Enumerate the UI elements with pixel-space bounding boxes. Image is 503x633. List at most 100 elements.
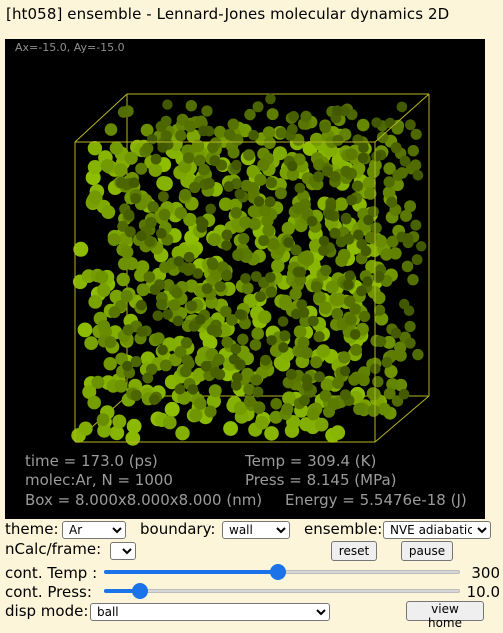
particle <box>331 308 344 320</box>
temp-slider[interactable] <box>104 564 460 580</box>
particle <box>345 314 357 326</box>
particle <box>371 117 382 128</box>
press-control-label: cont. Press: <box>5 583 92 601</box>
particle <box>135 260 150 274</box>
particle <box>367 404 380 417</box>
particle <box>196 222 208 233</box>
particle <box>381 356 393 368</box>
particle <box>384 364 398 379</box>
ensemble-select[interactable]: NVE adiabatic <box>383 521 491 539</box>
particle <box>260 354 272 366</box>
temp-slider-thumb[interactable] <box>270 564 287 580</box>
particle <box>386 196 398 208</box>
particle <box>157 344 168 356</box>
particle <box>349 329 361 340</box>
particle <box>376 131 389 144</box>
particle <box>208 384 222 398</box>
particle <box>300 110 312 123</box>
particle <box>399 298 410 310</box>
particle <box>171 287 183 299</box>
particle <box>152 310 164 322</box>
particle <box>180 365 192 378</box>
particle <box>407 145 419 157</box>
temp-slider-fill <box>104 570 279 574</box>
particle <box>201 283 213 294</box>
theme-select[interactable]: Ar <box>62 521 126 539</box>
particle <box>183 212 197 227</box>
ncalc-select[interactable]: 1 <box>110 542 136 560</box>
particle <box>409 159 422 171</box>
press-slider-fill <box>104 589 140 593</box>
simulation-view[interactable] <box>5 39 485 519</box>
particle <box>168 299 181 312</box>
disp-mode-select[interactable]: ball <box>90 603 330 621</box>
particle <box>334 197 349 211</box>
particle <box>189 181 201 194</box>
particle <box>412 348 424 361</box>
particle <box>266 335 277 346</box>
particle <box>253 196 265 207</box>
particle <box>416 241 427 252</box>
particle <box>108 306 121 319</box>
view-home-button[interactable]: view home <box>406 601 484 630</box>
particle <box>404 320 416 333</box>
particle <box>407 274 419 286</box>
particle <box>189 408 203 422</box>
particle <box>298 395 310 406</box>
particle <box>164 401 180 417</box>
particle <box>290 244 302 256</box>
particle <box>294 182 306 194</box>
ncalc-label: nCalc/frame: <box>5 540 102 558</box>
particle <box>345 148 358 161</box>
particle <box>143 271 156 283</box>
particle <box>325 201 337 213</box>
press-slider[interactable] <box>104 583 460 599</box>
simulation-canvas[interactable]: Ax=-15.0, Ay=-15.0 time = 173.0 (ps) Tem… <box>5 39 485 519</box>
particle <box>213 125 226 138</box>
particle <box>244 108 256 121</box>
particle <box>255 291 266 303</box>
theme-label: theme: <box>5 520 59 538</box>
particle <box>316 344 331 358</box>
particle <box>320 264 332 277</box>
boundary-select[interactable]: wall <box>222 521 290 539</box>
particle <box>371 151 382 162</box>
particle <box>257 310 272 324</box>
particle <box>233 401 248 416</box>
particle <box>339 365 351 377</box>
particle <box>88 190 102 204</box>
particle <box>140 123 154 137</box>
view-angle-readout: Ax=-15.0, Ay=-15.0 <box>15 41 125 54</box>
particle <box>114 379 128 393</box>
particle <box>264 196 276 208</box>
particle <box>191 139 205 153</box>
particle <box>240 273 251 284</box>
particle <box>401 260 414 273</box>
particle <box>375 335 387 347</box>
particle <box>313 331 325 343</box>
particle <box>203 177 215 189</box>
particle <box>116 272 130 287</box>
particle <box>88 295 103 309</box>
particle <box>182 152 195 164</box>
particle <box>310 356 323 369</box>
particle <box>241 367 254 381</box>
particle <box>172 315 184 327</box>
particle <box>296 299 308 310</box>
particle <box>312 171 324 183</box>
reset-button[interactable]: reset <box>331 541 377 561</box>
pause-button[interactable]: pause <box>401 541 453 561</box>
particle <box>183 251 195 263</box>
particle <box>192 268 204 279</box>
particle <box>351 180 364 192</box>
particle <box>306 407 320 421</box>
particle <box>330 425 346 440</box>
particle <box>394 349 407 362</box>
particle <box>221 336 233 349</box>
particle <box>97 423 112 438</box>
particle <box>158 208 171 221</box>
particle <box>104 123 118 136</box>
particle <box>174 345 187 358</box>
particle <box>125 430 141 446</box>
press-slider-thumb[interactable] <box>131 583 148 599</box>
